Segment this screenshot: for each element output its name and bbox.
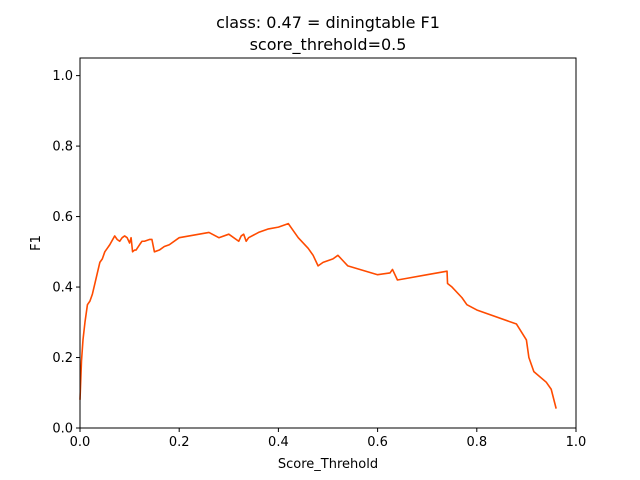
y-tick-label: 0.2 — [52, 351, 73, 366]
y-tick-label: 0.0 — [52, 422, 73, 437]
y-axis-label: F1 — [29, 235, 44, 251]
plot-area — [79, 222, 557, 409]
y-axis-ticks: 0.0 0.2 0.4 0.6 0.8 1.0 — [52, 69, 80, 437]
chart-title: class: 0.47 = diningtable F1 — [216, 13, 440, 32]
x-axis-label: Score_Threhold — [278, 457, 378, 472]
series-line-0 — [79, 222, 557, 409]
y-tick-label: 0.4 — [52, 281, 73, 296]
x-tick-label: 0.0 — [70, 435, 91, 450]
x-tick-label: 1.0 — [566, 435, 587, 450]
x-axis-ticks: 0.0 0.2 0.4 0.6 0.8 1.0 — [70, 428, 587, 450]
y-tick-label: 1.0 — [52, 69, 73, 84]
chart-subtitle: score_threhold=0.5 — [250, 35, 407, 55]
x-tick-label: 0.2 — [169, 435, 190, 450]
y-tick-label: 0.6 — [52, 210, 73, 225]
x-tick-label: 0.4 — [268, 435, 289, 450]
y-tick-label: 0.8 — [52, 140, 73, 155]
x-tick-label: 0.6 — [367, 435, 388, 450]
axes-frame — [79, 57, 577, 429]
x-tick-label: 0.8 — [466, 435, 487, 450]
